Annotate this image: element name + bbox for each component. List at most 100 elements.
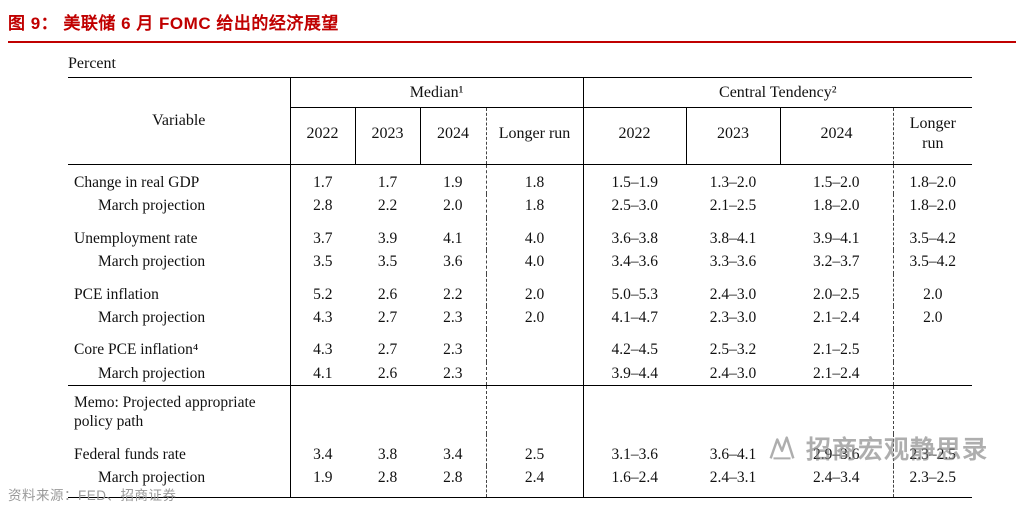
year-header-central-2022: 2022 — [582, 107, 687, 165]
cell-value — [892, 361, 973, 386]
cell-value: 1.8–2.0 — [892, 164, 973, 195]
figure-title-text: 美联储 6 月 FOMC 给出的经济展望 — [63, 14, 339, 33]
year-header-median-longer-run: Longer run — [485, 107, 584, 165]
cell-value: 2.7 — [377, 341, 398, 359]
cell-value: 2.3–3.0 — [709, 308, 757, 326]
table-row: Federal funds rate 3.4 3.8 3.4 2.5 3.1–3… — [68, 433, 973, 467]
cell-value: 2.1–2.5 — [813, 341, 860, 359]
cell-value: 3.4–3.6 — [582, 250, 687, 274]
table-row: March projection 1.9 2.8 2.8 2.4 1.6–2.4… — [68, 466, 973, 497]
row-label: March projection — [68, 361, 291, 386]
cell-value: 3.5 — [313, 253, 333, 271]
cell-value: 2.4 — [485, 466, 584, 497]
cell-value: 3.9 — [377, 229, 398, 247]
cell-value: 1.7 — [377, 174, 398, 191]
year-header-median-2022: 2022 — [290, 107, 355, 165]
cell-value: 2.1–2.4 — [813, 308, 860, 326]
cell-value: 4.1 — [313, 364, 333, 382]
table-row: March projection 4.3 2.7 2.3 2.0 4.1–4.7… — [68, 305, 973, 330]
col-group-central: Central Tendency² — [582, 77, 973, 108]
cell-value: 3.8–4.1 — [709, 229, 757, 247]
cell-value: 1.8 — [485, 164, 584, 195]
figure-label: 图 9： — [8, 14, 59, 33]
cell-empty — [780, 384, 894, 434]
cell-value: 2.8 — [443, 469, 463, 487]
table-row: Change in real GDP 1.7 1.7 1.9 1.8 1.5–1… — [68, 164, 973, 195]
year-header-central-2024: 2024 — [779, 107, 894, 165]
cell-value: 2.0 — [485, 305, 584, 330]
cell-value: 2.3 — [443, 364, 463, 382]
cell-value: 3.4 — [313, 445, 333, 463]
cell-value: 4.0 — [485, 250, 584, 274]
col-group-median: Median¹ — [290, 77, 584, 108]
cell-value: 2.3 — [443, 341, 463, 359]
table-row: March projection 2.8 2.2 2.0 1.8 2.5–3.0… — [68, 194, 973, 218]
cell-value: 3.4 — [443, 445, 463, 463]
cell-empty — [290, 384, 355, 434]
group-header-row: Variable Median¹ Central Tendency² — [68, 77, 973, 165]
cell-value: 3.6 — [443, 253, 463, 271]
cell-value: 1.6–2.4 — [582, 466, 687, 497]
cell-value: 3.9–4.4 — [582, 361, 687, 386]
cell-value: 5.2 — [313, 285, 333, 303]
table-row: PCE inflation 5.2 2.6 2.2 2.0 5.0–5.3 2.… — [68, 273, 973, 306]
cell-value: 2.4–3.1 — [709, 469, 757, 487]
cell-value: 3.9–4.1 — [813, 229, 860, 247]
cell-value: 2.0–2.5 — [813, 285, 860, 303]
cell-value: 2.3–2.5 — [892, 466, 973, 497]
cell-value: 3.5 — [377, 253, 398, 271]
title-underline — [8, 41, 1016, 43]
cell-value: 4.0 — [485, 217, 584, 251]
cell-value: 2.0 — [892, 273, 973, 306]
cell-value: 3.3–3.6 — [709, 253, 757, 271]
cell-value: 2.6 — [377, 285, 398, 303]
cell-value — [485, 361, 584, 386]
source-note: 资料来源：FED、招商证券 — [8, 488, 177, 503]
cell-value: 1.9 — [313, 469, 333, 487]
cell-value: 2.7 — [377, 308, 398, 326]
cell-value: 1.7 — [313, 174, 333, 191]
row-label: March projection — [68, 250, 291, 274]
cell-value: 3.5–4.2 — [892, 250, 973, 274]
cell-value: 2.4–3.0 — [709, 364, 757, 382]
cell-value: 1.3–2.0 — [709, 174, 757, 191]
cell-value: 4.3 — [313, 308, 333, 326]
cell-value: 2.3 — [443, 308, 463, 326]
cell-value: 1.8–2.0 — [892, 194, 973, 218]
table-row: March projection 3.5 3.5 3.6 4.0 3.4–3.6… — [68, 250, 973, 274]
year-header-central-2023: 2023 — [685, 107, 781, 165]
row-label: Core PCE inflation⁴ — [68, 329, 291, 362]
table-area: Percent Variable Median¹ Central Tendenc… — [68, 55, 973, 498]
cell-value: 2.8 — [377, 469, 398, 487]
cell-empty — [485, 384, 584, 434]
cell-empty — [582, 384, 687, 434]
year-header-row: 2022 2023 2024 Longer run 2022 2023 2024… — [68, 107, 973, 165]
row-label: March projection — [68, 466, 291, 497]
cell-value: 3.2–3.7 — [813, 253, 860, 271]
cell-value: 2.1–2.5 — [709, 197, 757, 215]
cell-empty — [686, 384, 781, 434]
cell-value: 2.4–3.4 — [813, 469, 860, 487]
row-label: March projection — [68, 194, 291, 218]
cell-value: 2.1–2.4 — [813, 364, 860, 382]
row-label: Federal funds rate — [68, 433, 291, 467]
row-label: Change in real GDP — [68, 164, 291, 195]
cell-value: 3.5–4.2 — [892, 217, 973, 251]
row-label: Unemployment rate — [68, 217, 291, 251]
cell-value: 4.2–4.5 — [582, 329, 687, 362]
table-row: Core PCE inflation⁴ 4.3 2.7 2.3 4.2–4.5 … — [68, 329, 973, 362]
row-label: PCE inflation — [68, 273, 291, 306]
cell-value: 1.5–1.9 — [582, 164, 687, 195]
table-row: March projection 4.1 2.6 2.3 3.9–4.4 2.4… — [68, 361, 973, 386]
cell-value — [892, 329, 973, 362]
cell-value: 1.9 — [443, 174, 463, 191]
cell-value: 3.7 — [313, 229, 333, 247]
cell-value: 2.2 — [377, 197, 398, 215]
cell-value: 2.2 — [443, 285, 463, 303]
cell-value: 1.5–2.0 — [813, 174, 860, 191]
cell-value: 2.5 — [485, 433, 584, 467]
cell-value: 1.8 — [485, 194, 584, 218]
row-label: March projection — [68, 305, 291, 330]
memo-row: Memo: Projected appropriate policy path — [68, 384, 973, 434]
cell-value: 2.0 — [485, 273, 584, 306]
